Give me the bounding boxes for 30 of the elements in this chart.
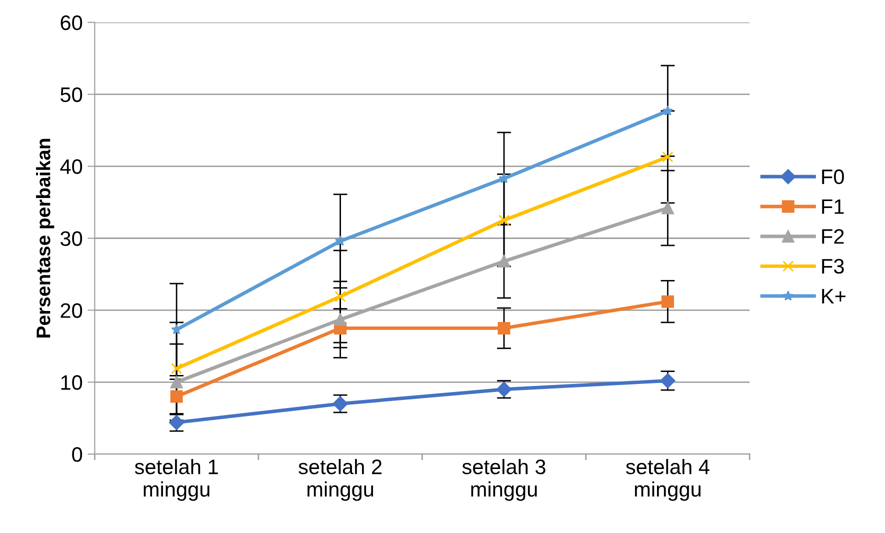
point [170,390,183,403]
point [171,362,182,374]
y-tick-label: 10 [61,375,82,390]
y-tick-label: 40 [60,159,82,174]
point [171,324,182,334]
y-tick-label: 30 [60,231,82,246]
y-tick-label: 60 [60,15,82,30]
legend-label: F0 [822,169,844,184]
point [498,214,510,226]
point [498,255,510,268]
legend-label: K+ [822,288,846,304]
point [334,290,346,302]
y-tick-label: 20 [60,303,82,318]
x-tick-label: setelah 2 minggu [298,458,382,501]
point [661,295,674,308]
point [170,376,183,388]
point [662,151,674,162]
y-tick-label: 50 [60,87,82,102]
legend-label: F2 [822,229,844,244]
y-tick-label: 0 [72,447,82,462]
legend-label: F3 [822,258,844,274]
x-tick-label: setelah 4 minggu [626,458,710,501]
legend-label: F1 [822,199,844,214]
y-axis-title: Persentase perbaikan [36,138,54,338]
x-tick-label: setelah 1 minggu [134,458,218,501]
x-tick-label: setelah 3 minggu [462,458,546,501]
point [498,322,510,334]
point [334,313,347,326]
point [662,105,674,116]
point [661,202,674,214]
